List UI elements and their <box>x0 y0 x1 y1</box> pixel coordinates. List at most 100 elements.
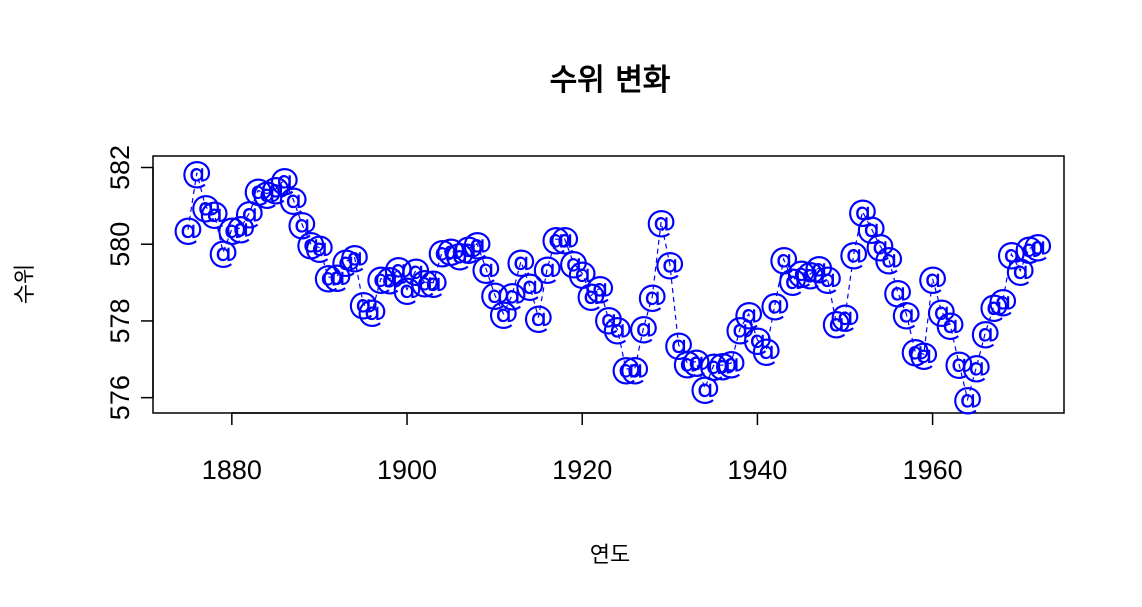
data-point: @ <box>532 250 563 286</box>
data-point: @ <box>856 211 887 247</box>
data-point: @ <box>970 315 1001 351</box>
data-point: @ <box>777 263 808 299</box>
data-point: @ <box>374 261 405 297</box>
data-point: @ <box>646 204 677 240</box>
data-point: @ <box>865 228 896 264</box>
x-tick-label: 1920 <box>552 455 612 485</box>
data-point: @ <box>505 244 536 280</box>
data-point: @ <box>952 381 983 417</box>
data-point: @ <box>654 246 685 282</box>
data-point: @ <box>348 286 379 322</box>
series-line <box>187 172 1038 402</box>
data-point: @ <box>260 171 291 207</box>
data-point: @ <box>935 306 966 342</box>
data-point: @ <box>681 344 712 380</box>
x-tick-label: 1960 <box>903 455 963 485</box>
data-point: @ <box>742 322 773 358</box>
y-tick-label: 582 <box>105 145 135 190</box>
data-point: @ <box>365 261 396 297</box>
y-tick-label: 580 <box>105 222 135 267</box>
data-point: @ <box>891 296 922 332</box>
data-point: @ <box>567 255 598 291</box>
data-point: @ <box>488 296 519 332</box>
data-point: @ <box>716 345 747 381</box>
data-point: @ <box>873 241 904 277</box>
data-point: @ <box>751 333 782 369</box>
data-point: @ <box>698 347 729 383</box>
data-point: @ <box>759 287 790 323</box>
data-point: @ <box>269 162 300 198</box>
data-point: @ <box>540 221 571 257</box>
data-point: @ <box>330 244 361 280</box>
data-point: @ <box>470 250 501 286</box>
data-point: @ <box>339 239 370 275</box>
data-point: @ <box>996 236 1027 272</box>
data-point: @ <box>978 288 1009 324</box>
data-point: @ <box>427 234 458 270</box>
data-point: @ <box>225 210 256 246</box>
data-point: @ <box>462 226 493 262</box>
data-point: @ <box>830 298 861 334</box>
data-point: @ <box>908 336 939 372</box>
data-point: @ <box>304 230 335 266</box>
data-point: @ <box>278 181 309 217</box>
data-point: @ <box>243 173 274 209</box>
data-point: @ <box>286 206 317 242</box>
data-point: @ <box>584 270 615 306</box>
series-points: @@@@@@@@@@@@@@@@@@@@@@@@@@@@@@@@@@@@@@@@… <box>173 155 1054 417</box>
data-point: @ <box>295 226 326 262</box>
data-point: @ <box>900 333 931 369</box>
data-point: @ <box>400 252 431 288</box>
data-point: @ <box>409 264 440 300</box>
data-point: @ <box>786 255 817 291</box>
data-point: @ <box>838 236 869 272</box>
data-point: @ <box>847 194 878 230</box>
data-point: @ <box>1014 230 1045 266</box>
data-point: @ <box>689 371 720 407</box>
data-point: @ <box>558 245 589 281</box>
y-tick-label: 576 <box>105 375 135 420</box>
data-point: @ <box>795 256 826 292</box>
data-point: @ <box>453 230 484 266</box>
data-point: @ <box>357 294 388 330</box>
data-point: @ <box>628 310 659 346</box>
data-point: @ <box>882 274 913 310</box>
data-point: @ <box>724 311 755 347</box>
data-point: @ <box>602 311 633 347</box>
data-point: @ <box>812 261 843 297</box>
y-tick-label: 578 <box>105 298 135 343</box>
data-point: @ <box>917 261 948 297</box>
data-point: @ <box>821 305 852 341</box>
x-tick-label: 1900 <box>377 455 437 485</box>
data-point: @ <box>216 211 247 247</box>
data-point: @ <box>987 283 1018 319</box>
series-line-path <box>187 172 1038 402</box>
data-point: @ <box>514 268 545 304</box>
data-point: @ <box>181 155 212 191</box>
data-point: @ <box>234 195 265 231</box>
data-point: @ <box>418 265 449 301</box>
data-point: @ <box>619 351 650 387</box>
data-point: @ <box>383 251 414 287</box>
data-point: @ <box>173 212 204 248</box>
data-point: @ <box>435 233 466 269</box>
data-point: @ <box>1005 253 1036 289</box>
data-point: @ <box>479 277 510 313</box>
x-axis-label: 연도 <box>590 543 630 568</box>
data-point: @ <box>707 347 738 383</box>
x-tick-label: 1880 <box>202 455 262 485</box>
data-point: @ <box>523 300 554 336</box>
data-point: @ <box>611 351 642 387</box>
data-point: @ <box>733 296 764 332</box>
data-point: @ <box>593 301 624 337</box>
data-point: @ <box>663 327 694 363</box>
data-point: @ <box>672 345 703 381</box>
data-point: @ <box>190 189 221 225</box>
data-point: @ <box>322 258 353 294</box>
data-point: @ <box>926 293 957 329</box>
data-point: @ <box>576 278 607 314</box>
data-point: @ <box>549 221 580 257</box>
x-tick-label: 1940 <box>727 455 787 485</box>
data-point: @ <box>1022 228 1053 264</box>
